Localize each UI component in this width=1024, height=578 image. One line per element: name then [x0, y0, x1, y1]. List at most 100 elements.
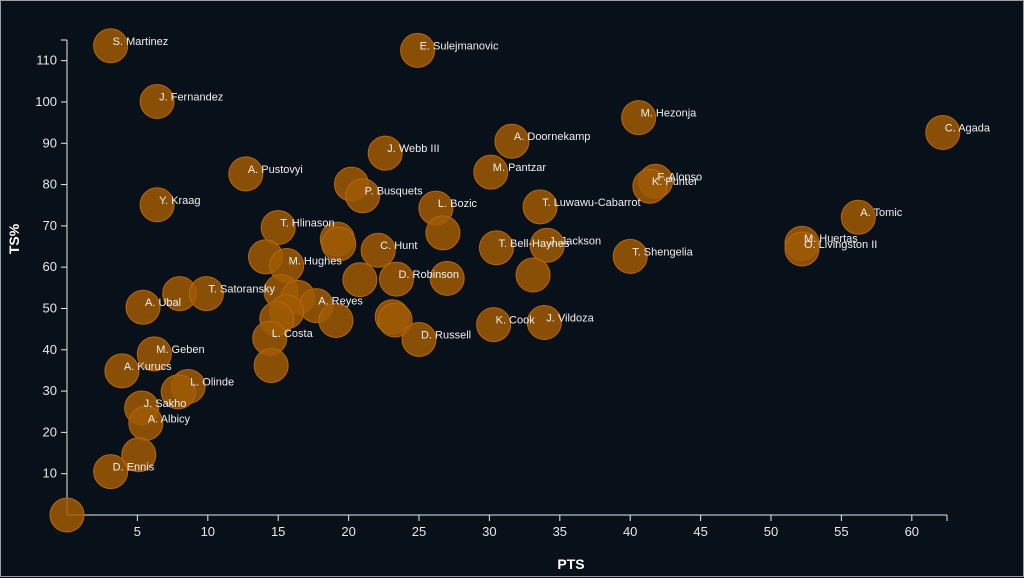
data-label: C. Hunt	[380, 240, 417, 252]
axes: 5 10 15 20 25 30 35 40 45 50 55 60 10 20 30 40 50 60 70 80…	[35, 39, 948, 539]
x-tick-label: 35	[553, 524, 567, 539]
y-axis-title: TS%	[6, 223, 22, 254]
data-point[interactable]	[377, 302, 413, 338]
y-tick-label: 90	[43, 135, 57, 150]
x-tick-label: 15	[271, 524, 285, 539]
data-label: L. Bozic	[438, 198, 478, 210]
data-point[interactable]	[125, 289, 161, 325]
x-axis-title: PTS	[557, 556, 584, 572]
data-point[interactable]	[160, 374, 196, 410]
data-point[interactable]	[345, 178, 381, 214]
x-tick-label: 30	[482, 524, 496, 539]
data-label: C. Agada	[945, 123, 991, 135]
data-point[interactable]	[515, 257, 551, 293]
data-point[interactable]	[49, 497, 85, 533]
data-point[interactable]	[429, 260, 465, 296]
data-point[interactable]	[260, 210, 296, 246]
data-point[interactable]	[476, 307, 512, 343]
data-point[interactable]	[612, 238, 648, 274]
data-point[interactable]	[342, 262, 378, 298]
data-points	[49, 28, 961, 533]
data-point[interactable]	[401, 321, 437, 357]
data-point[interactable]	[621, 100, 657, 136]
data-point[interactable]	[93, 454, 129, 490]
x-tick-label: 55	[834, 524, 848, 539]
data-point[interactable]	[522, 189, 558, 225]
data-label: L. Costa	[272, 328, 314, 340]
x-tick-label: 5	[134, 524, 141, 539]
data-label: T. Shengelia	[632, 246, 693, 258]
data-label: J. Vildoza	[546, 313, 594, 325]
data-label: A. Pustovyi	[248, 164, 303, 176]
x-tick-label: 10	[201, 524, 215, 539]
data-point[interactable]	[925, 115, 961, 151]
data-label: M. Hezonja	[641, 108, 698, 120]
data-point[interactable]	[526, 305, 562, 341]
data-point[interactable]	[321, 226, 357, 262]
data-label: K. Punter	[652, 176, 698, 188]
data-point[interactable]	[228, 156, 264, 192]
data-label: A. Tomic	[860, 207, 902, 219]
x-tick-label: 40	[623, 524, 637, 539]
y-tick-label: 40	[43, 342, 57, 357]
data-point[interactable]	[784, 231, 820, 267]
data-point[interactable]	[253, 347, 289, 383]
data-point[interactable]	[360, 232, 396, 268]
x-tick-label: 20	[341, 524, 355, 539]
data-point[interactable]	[318, 302, 354, 338]
data-point[interactable]	[136, 336, 172, 372]
data-label: J. Jackson	[549, 235, 601, 247]
data-point[interactable]	[400, 32, 436, 68]
data-label: M. Geben	[156, 344, 204, 356]
data-label: F. Alonso	[658, 171, 703, 183]
data-point[interactable]	[425, 215, 461, 251]
data-label: K. Cook	[496, 315, 536, 327]
data-labels: S. Martinez E. Sulejmanovic J. Fernandez M.…	[113, 36, 991, 474]
y-tick-label: 30	[43, 383, 57, 398]
y-tick-label: 110	[36, 53, 57, 68]
y-tick-label: 10	[43, 466, 57, 481]
data-point[interactable]	[139, 84, 175, 120]
data-label: A. Albicy	[148, 413, 191, 425]
data-label: D. Ennis	[113, 462, 155, 474]
data-label: A. Kurucs	[124, 361, 172, 373]
y-tick-label: 100	[35, 94, 57, 109]
y-axis-ticks: 10 20 30 40 50 60 70 80 90 100 110	[35, 53, 67, 481]
data-point[interactable]	[529, 227, 565, 263]
x-tick-label: 45	[693, 524, 707, 539]
data-label: O. Livingston II	[804, 239, 877, 251]
x-tick-label: 25	[412, 524, 426, 539]
data-point[interactable]	[139, 187, 175, 223]
data-point[interactable]	[478, 230, 514, 266]
data-point[interactable]	[632, 168, 668, 204]
data-point[interactable]	[121, 437, 157, 473]
data-label: S. Martinez	[113, 36, 169, 48]
data-label: D. Russell	[421, 329, 471, 341]
data-label: Y. Kraag	[159, 195, 200, 207]
data-point[interactable]	[494, 123, 530, 159]
y-tick-label: 20	[43, 424, 57, 439]
y-tick-label: 60	[43, 259, 57, 274]
x-axis-ticks: 5 10 15 20 25 30 35 40 45 50 55 60	[134, 515, 919, 539]
data-point[interactable]	[104, 353, 140, 389]
data-point[interactable]	[188, 276, 224, 312]
data-label: T. Satoransky	[208, 284, 275, 296]
x-tick-label: 60	[905, 524, 919, 539]
data-point[interactable]	[378, 261, 414, 297]
data-label: E. Sulejmanovic	[420, 40, 499, 52]
y-tick-label: 80	[43, 177, 57, 192]
data-point[interactable]	[367, 135, 403, 171]
x-tick-label: 50	[764, 524, 778, 539]
data-label: M. Hughes	[289, 256, 343, 268]
data-label: T. Bell-Haynes	[498, 238, 569, 250]
data-label: A. Reyes	[318, 296, 363, 308]
data-point[interactable]	[840, 199, 876, 235]
data-label: J. Fernandez	[159, 92, 223, 104]
data-point[interactable]	[473, 154, 509, 190]
data-point[interactable]	[93, 28, 129, 64]
y-tick-label: 50	[43, 300, 57, 315]
data-label: L. Olinde	[190, 377, 234, 389]
data-label: T. Luwawu-Cabarrot	[542, 197, 640, 209]
